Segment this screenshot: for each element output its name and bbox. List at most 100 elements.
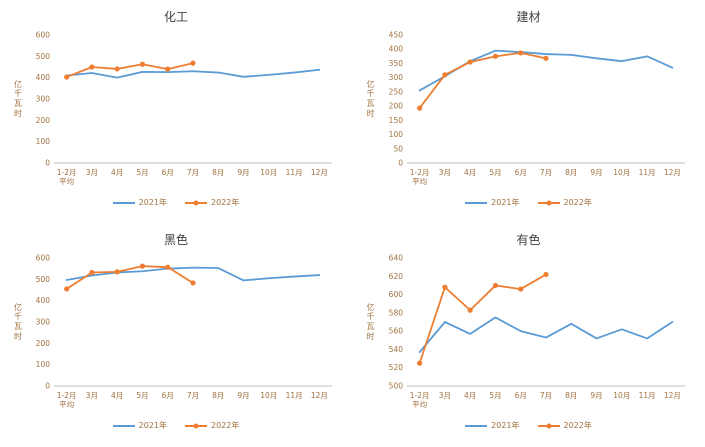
svg-text:540: 540: [388, 345, 403, 354]
svg-text:5月: 5月: [136, 391, 148, 400]
svg-text:4月: 4月: [111, 391, 123, 400]
legend-label-2022: 2022年: [211, 421, 240, 430]
legend-label-2021: 2021年: [138, 421, 167, 430]
chart-chemical: 化工 亿 千 瓦 时 0 100 200 300 400 500 600 1-2月平均 3月 4月…: [0, 0, 352, 223]
line-swatch-2021: [112, 424, 135, 427]
svg-text:5月: 5月: [489, 391, 501, 400]
svg-text:580: 580: [388, 308, 403, 317]
svg-text:10月: 10月: [260, 168, 277, 177]
legend-label-2021: 2021年: [138, 198, 167, 207]
line-swatch-2022: [537, 200, 560, 205]
svg-text:7月: 7月: [539, 391, 551, 400]
svg-text:600: 600: [36, 254, 51, 263]
line-swatch-2022: [185, 423, 207, 428]
svg-text:400: 400: [388, 45, 403, 54]
legend-label-2022: 2022年: [563, 198, 592, 207]
svg-text:300: 300: [388, 73, 403, 82]
svg-text:200: 200: [388, 102, 403, 111]
legend-label-2021: 2021年: [491, 198, 520, 207]
line-swatch-2021: [465, 201, 488, 204]
svg-text:4月: 4月: [111, 168, 123, 177]
svg-text:0: 0: [45, 159, 50, 168]
svg-text:4月: 4月: [464, 168, 476, 177]
plot-area: 0 100 200 300 400 500 600 1-2月平均 3月 4月 5月 6月 7月 8月 9月 1…: [36, 254, 332, 409]
svg-text:7月: 7月: [187, 168, 199, 177]
legend-item-2021: 2021年: [112, 420, 167, 431]
svg-text:500: 500: [36, 52, 51, 61]
svg-text:5月: 5月: [489, 168, 501, 177]
svg-text:7月: 7月: [539, 168, 551, 177]
svg-text:11月: 11月: [638, 391, 655, 400]
svg-text:620: 620: [388, 272, 403, 281]
chart-title: 化工: [163, 10, 188, 24]
chart-title: 黑色: [163, 233, 188, 247]
marker-dot-icon: [193, 423, 199, 428]
plot-area: 500 520 540 560 580 600 620 640 1-2月平均 3月 4月 5月 6月 7月…: [388, 254, 685, 409]
svg-text:10月: 10月: [260, 391, 277, 400]
chart-title: 有色: [516, 233, 541, 247]
svg-text:100: 100: [36, 137, 51, 146]
y-axis-label: 亿 千 瓦 时: [14, 302, 22, 341]
plot-area: 0 100 200 300 400 500 600 1-2月平均 3月 4月 5月 6月 7月 8月 9月 1…: [36, 31, 332, 186]
legend-item-2021: 2021年: [112, 197, 167, 208]
marker-dot-icon: [546, 200, 551, 205]
svg-text:350: 350: [388, 59, 403, 68]
chart-building-materials: 建材 亿 千 瓦 时 0 50 100 150 200 250 300 350 400 450 1-…: [352, 0, 705, 223]
svg-text:560: 560: [388, 327, 403, 336]
svg-text:400: 400: [36, 296, 51, 305]
svg-text:200: 200: [36, 339, 51, 348]
svg-text:6月: 6月: [514, 168, 526, 177]
legend-item-2022: 2022年: [185, 420, 239, 431]
chart-body: 亿 千 瓦 时 500 520 540 560 580 600 620 640 1-2月平均 3月…: [365, 250, 693, 420]
svg-text:200: 200: [36, 116, 51, 125]
svg-text:1-2月平均: 1-2月平均: [409, 391, 429, 409]
svg-text:450: 450: [388, 31, 403, 40]
svg-text:6月: 6月: [162, 391, 174, 400]
chart-ferrous: 黑色 亿 千 瓦 时 0 100 200 300 400 500 600 1-2月平均 3月 4月…: [0, 223, 352, 447]
line-swatch-2022: [537, 423, 560, 428]
svg-text:12月: 12月: [311, 168, 328, 177]
chart-title: 建材: [516, 10, 541, 24]
line-swatch-2021: [112, 201, 135, 204]
svg-text:1-2月平均: 1-2月平均: [57, 168, 77, 186]
svg-text:8月: 8月: [212, 391, 224, 400]
svg-text:3月: 3月: [438, 168, 450, 177]
legend-item-2022: 2022年: [185, 197, 239, 208]
svg-text:1-2月平均: 1-2月平均: [57, 391, 77, 409]
svg-text:10月: 10月: [613, 391, 630, 400]
svg-text:3月: 3月: [86, 391, 98, 400]
legend-item-2022: 2022年: [537, 197, 592, 208]
legend-item-2021: 2021年: [465, 197, 520, 208]
svg-text:11月: 11月: [286, 391, 303, 400]
svg-text:6月: 6月: [162, 168, 174, 177]
svg-text:5月: 5月: [136, 168, 148, 177]
svg-text:520: 520: [388, 363, 403, 372]
svg-text:0: 0: [398, 159, 403, 168]
chart-body: 亿 千 瓦 时 0 100 200 300 400 500 600 1-2月平均 3月 4月 5月 6…: [12, 250, 340, 420]
svg-text:300: 300: [36, 318, 51, 327]
svg-text:600: 600: [36, 31, 51, 40]
svg-text:8月: 8月: [565, 168, 577, 177]
svg-text:150: 150: [388, 116, 403, 125]
chart-body: 亿 千 瓦 时 0 50 100 150 200 250 300 350 400 450 1-2月平…: [365, 27, 693, 197]
line-swatch-2021: [465, 424, 488, 427]
svg-text:9月: 9月: [590, 168, 602, 177]
chart-legend: 2021年 2022年: [465, 197, 592, 208]
svg-text:12月: 12月: [663, 391, 680, 400]
svg-text:12月: 12月: [663, 168, 680, 177]
svg-text:500: 500: [388, 382, 403, 391]
svg-text:8月: 8月: [212, 168, 224, 177]
marker-dot-icon: [546, 423, 551, 428]
chart-legend: 2021年 2022年: [465, 420, 592, 431]
svg-text:9月: 9月: [237, 168, 249, 177]
svg-text:500: 500: [36, 275, 51, 284]
legend-label-2021: 2021年: [491, 421, 520, 430]
svg-text:3月: 3月: [438, 391, 450, 400]
svg-text:9月: 9月: [237, 391, 249, 400]
y-axis-label: 亿 千 瓦 时: [14, 79, 22, 118]
svg-text:6月: 6月: [514, 391, 526, 400]
svg-text:250: 250: [388, 87, 403, 96]
line-swatch-2022: [185, 200, 207, 205]
svg-text:50: 50: [393, 144, 403, 153]
svg-text:100: 100: [388, 130, 403, 139]
